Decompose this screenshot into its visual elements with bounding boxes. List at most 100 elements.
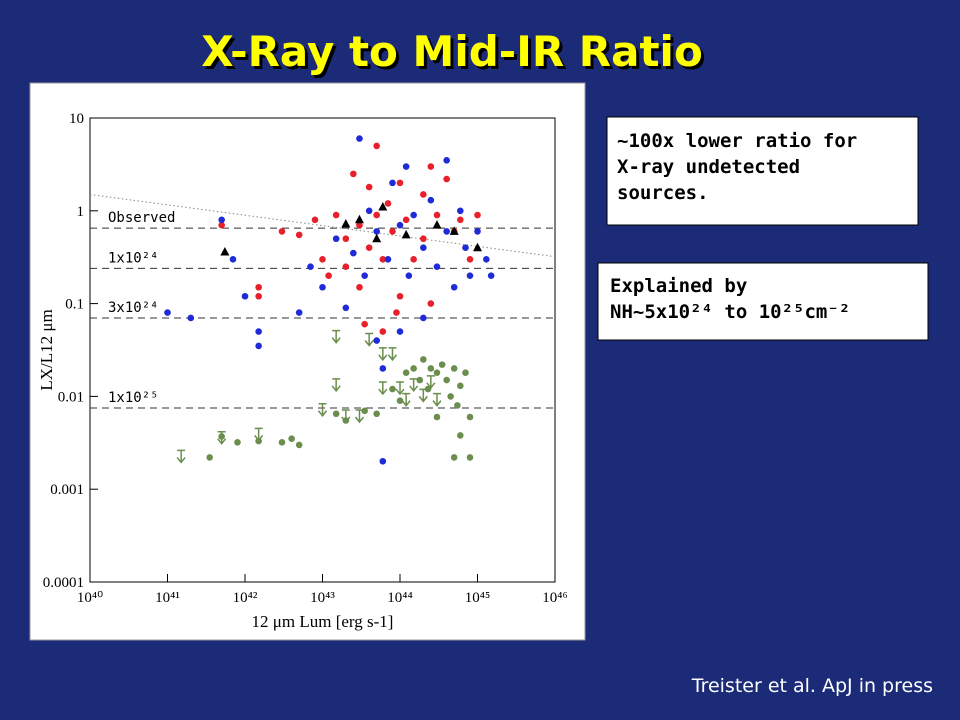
point — [379, 328, 387, 335]
point — [255, 342, 262, 350]
point — [356, 283, 363, 291]
point — [396, 292, 404, 300]
point — [332, 235, 340, 243]
point — [311, 216, 319, 224]
x-tick-label: 10⁴¹ — [155, 590, 180, 606]
point — [450, 283, 458, 291]
point — [433, 413, 441, 421]
point — [319, 256, 326, 263]
point — [450, 365, 458, 372]
point — [365, 244, 373, 252]
point — [410, 256, 417, 263]
point — [427, 163, 435, 170]
point — [229, 256, 237, 263]
upper-limit-arrow — [364, 332, 374, 347]
point — [402, 369, 410, 377]
point — [427, 365, 435, 372]
point — [389, 385, 396, 393]
reference-label: 3x10²⁴ — [108, 300, 159, 316]
point — [405, 272, 413, 279]
point — [466, 272, 474, 279]
x-tick-label: 10⁴⁰ — [77, 590, 103, 606]
point — [438, 361, 446, 368]
point — [373, 228, 380, 235]
point — [443, 228, 450, 235]
binned-point — [473, 242, 482, 252]
point — [402, 216, 410, 224]
binned-point — [401, 229, 411, 239]
point — [361, 320, 368, 328]
reference-label: Observed — [108, 210, 175, 226]
point — [410, 211, 417, 219]
point — [373, 142, 380, 150]
callout-box — [606, 116, 919, 226]
upper-limit-arrow — [331, 378, 341, 393]
point — [389, 179, 396, 187]
y-tick-label: 0.001 — [50, 482, 84, 498]
point — [373, 337, 380, 344]
point — [241, 292, 249, 300]
point — [278, 439, 286, 446]
citation: Treister et al. ApJ in press — [691, 675, 933, 697]
point — [457, 216, 464, 224]
point — [307, 263, 314, 270]
point — [396, 328, 404, 335]
upper-limit-arrow — [217, 430, 227, 445]
point — [295, 231, 303, 239]
upper-limit-arrow — [387, 347, 398, 362]
point — [234, 439, 241, 446]
upper-limit-arrow — [401, 392, 411, 407]
point — [379, 457, 387, 465]
point — [187, 314, 195, 322]
point — [164, 309, 171, 316]
x-tick-label: 10⁴⁵ — [465, 590, 490, 606]
callout-text: NH~5x10²⁴ to 10²⁵cm⁻² — [610, 301, 850, 323]
upper-limit-arrow — [317, 403, 328, 417]
point — [384, 256, 392, 263]
point — [356, 221, 363, 229]
point — [433, 211, 441, 219]
point — [350, 170, 357, 178]
point — [373, 410, 380, 418]
upper-limit-arrow — [418, 388, 428, 403]
y-tick-label: 1 — [77, 204, 85, 220]
reference-label: 1x10²⁵ — [108, 390, 159, 406]
callout-text: sources. — [617, 182, 709, 204]
point — [319, 283, 326, 291]
point — [420, 356, 427, 363]
point — [332, 410, 340, 418]
point — [420, 235, 427, 243]
x-axis-label: 12 μm Lum [erg s-1] — [252, 612, 394, 631]
title-shadow: X-Ray to Mid-IR Ratio — [204, 30, 706, 79]
x-tick-label: 10⁴² — [233, 590, 258, 606]
point — [218, 221, 225, 229]
x-tick-label: 10⁴³ — [310, 590, 335, 606]
point — [410, 365, 417, 372]
point — [350, 249, 357, 257]
point — [295, 441, 303, 449]
point — [427, 196, 435, 204]
point — [396, 221, 404, 229]
point — [466, 256, 474, 263]
point — [420, 244, 427, 252]
point — [365, 183, 373, 191]
point — [454, 402, 461, 409]
slide-title: X-Ray to Mid-IR Ratio — [201, 27, 703, 76]
point — [474, 211, 481, 219]
binned-point — [378, 201, 388, 211]
point — [443, 175, 450, 183]
point — [443, 157, 450, 164]
binned-point — [432, 220, 442, 229]
callout-text: X-ray undetected — [617, 156, 800, 178]
point — [462, 369, 469, 377]
point — [443, 376, 450, 384]
point — [447, 393, 454, 400]
point — [379, 365, 387, 372]
point — [389, 228, 396, 235]
point — [393, 309, 400, 316]
point — [342, 304, 350, 312]
point — [457, 432, 464, 439]
point — [361, 407, 368, 415]
